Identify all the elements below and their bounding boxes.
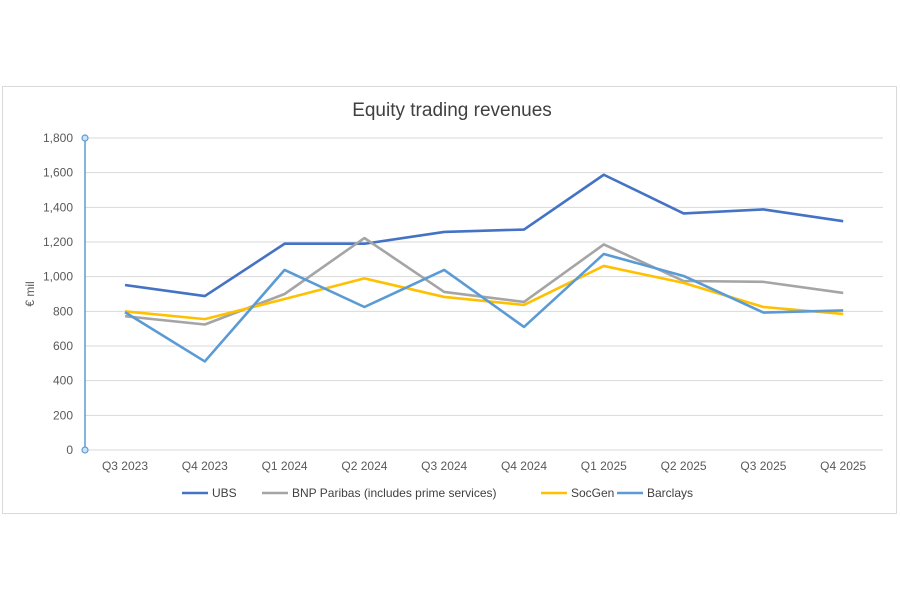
legend-item: BNP Paribas (includes prime services): [262, 486, 497, 500]
y-tick-label: 800: [53, 304, 73, 318]
y-tick-label: 1,200: [43, 235, 73, 249]
y-tick-label: 1,400: [43, 200, 73, 214]
x-tick-label: Q4 2024: [501, 459, 547, 473]
legend-label: Barclays: [647, 486, 693, 500]
series-line-ubs: [124, 173, 844, 298]
y-tick-label: 1,800: [43, 131, 73, 145]
y-tick-label: 1,600: [43, 166, 73, 180]
x-tick-label: Q3 2025: [740, 459, 786, 473]
chart-title: Equity trading revenues: [352, 100, 552, 121]
x-tick-label: Q1 2024: [262, 459, 308, 473]
legend-item: UBS: [182, 486, 237, 500]
y-tick-label: 600: [53, 339, 73, 353]
axis-handle-bottom: [81, 446, 89, 454]
x-tick-label: Q2 2025: [661, 459, 707, 473]
legend-label: BNP Paribas (includes prime services): [292, 486, 497, 500]
y-tick-label: 0: [66, 443, 73, 457]
x-tick-label: Q2 2024: [341, 459, 387, 473]
x-tick-label: Q1 2025: [581, 459, 627, 473]
chart-frame: [2, 86, 897, 514]
x-tick-label: Q4 2025: [820, 459, 866, 473]
series-line-barclays: [124, 252, 844, 363]
x-tick-label: Q3 2024: [421, 459, 467, 473]
legend-item: Barclays: [617, 486, 693, 500]
axis-handle-top: [81, 134, 89, 142]
y-axis-label: € mil: [23, 281, 37, 306]
x-tick-label: Q4 2023: [182, 459, 228, 473]
legend-label: SocGen: [571, 486, 614, 500]
legend-label: UBS: [212, 486, 237, 500]
y-tick-label: 1,000: [43, 270, 73, 284]
x-tick-label: Q3 2023: [102, 459, 148, 473]
y-tick-label: 200: [53, 408, 73, 422]
y-tick-label: 400: [53, 374, 73, 388]
legend-item: SocGen: [541, 486, 614, 500]
